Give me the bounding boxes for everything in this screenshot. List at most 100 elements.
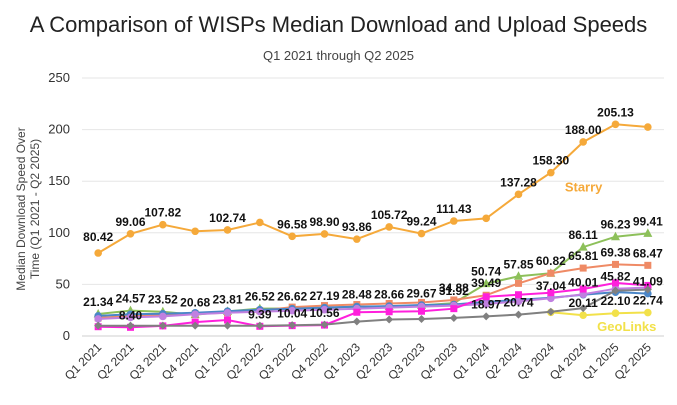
y-tick-label: 150 [48, 173, 70, 188]
data-label: 158.30 [532, 154, 569, 168]
data-point [514, 190, 523, 199]
data-point [191, 227, 199, 236]
data-point [514, 310, 523, 319]
data-point [418, 307, 425, 315]
data-label: 28.48 [342, 288, 372, 302]
data-point [644, 123, 652, 131]
data-point [644, 261, 652, 269]
data-label: 105.72 [371, 208, 408, 222]
data-label: 60.82 [536, 254, 566, 268]
data-point [579, 285, 587, 293]
data-label: 23.81 [212, 292, 242, 306]
data-point [417, 314, 426, 323]
data-point [224, 316, 231, 324]
data-label: 102.74 [209, 211, 246, 225]
data-label: 45.82 [600, 270, 630, 284]
data-point [126, 321, 135, 330]
data-point [547, 294, 555, 303]
y-tick-label: 0 [63, 328, 70, 343]
data-point [256, 307, 264, 316]
data-label: 40.01 [568, 276, 598, 290]
data-label: 107.82 [144, 206, 181, 220]
data-point [482, 300, 490, 308]
y-tick-label: 200 [48, 122, 70, 137]
data-point [578, 242, 588, 251]
data-point [255, 321, 264, 330]
data-point [385, 315, 394, 324]
data-label: 68.47 [633, 246, 663, 260]
data-label: 37.04 [536, 279, 566, 293]
data-label: 22.74 [633, 294, 663, 308]
data-point [288, 321, 297, 330]
data-point [611, 309, 620, 317]
data-point [482, 214, 490, 223]
data-point [612, 279, 619, 287]
data-label: 34.88 [439, 281, 469, 295]
data-point [643, 285, 652, 294]
data-point [320, 230, 329, 238]
data-label: 20.68 [180, 296, 210, 310]
data-point [288, 306, 296, 315]
data-label: 80.42 [83, 230, 113, 244]
data-label: 205.13 [597, 105, 634, 119]
data-point [644, 308, 652, 317]
data-point [547, 269, 555, 277]
data-point [94, 315, 102, 323]
data-label: 26.52 [245, 290, 275, 304]
data-point [611, 231, 620, 241]
data-label: 41.09 [633, 275, 663, 289]
y-tick-label: 250 [48, 70, 70, 85]
data-label: 20.11 [568, 296, 598, 310]
data-point [547, 289, 555, 297]
data-point [191, 321, 200, 330]
series-line [98, 281, 648, 329]
data-label: 31.92 [439, 284, 469, 298]
data-point [126, 229, 135, 238]
data-label: 23.52 [148, 293, 178, 307]
data-point [385, 223, 393, 231]
data-label: 29.67 [406, 286, 436, 300]
y-tick-label: 50 [56, 276, 70, 291]
data-label: 137.28 [500, 175, 537, 189]
data-point [611, 286, 620, 295]
data-point [547, 168, 555, 177]
data-point [643, 228, 653, 237]
data-label: 65.81 [568, 249, 598, 263]
chart-title: A Comparison of WISPs Median Download an… [29, 12, 648, 37]
data-point [385, 308, 393, 316]
data-point [515, 279, 522, 287]
data-label: 57.85 [503, 257, 533, 271]
data-point [644, 281, 652, 289]
data-label: 99.41 [633, 214, 663, 228]
data-label: 27.19 [309, 289, 339, 303]
chart-subtitle: Q1 2021 through Q2 2025 [262, 48, 415, 63]
data-point [450, 305, 458, 313]
data-label: 98.90 [309, 215, 339, 229]
data-label: 18.97 [471, 297, 501, 311]
data-label: 24.57 [115, 292, 145, 306]
data-point [126, 313, 135, 322]
data-point [352, 317, 361, 326]
data-point [94, 321, 103, 330]
data-label: 28.66 [374, 287, 404, 301]
series-line [550, 311, 648, 317]
data-point [223, 321, 232, 330]
data-point [353, 308, 361, 316]
data-point [482, 312, 491, 321]
series-line [98, 288, 648, 327]
data-point [514, 271, 523, 280]
data-label: 86.11 [568, 228, 598, 242]
data-point [514, 297, 523, 306]
series-label-starry: Starry [565, 180, 603, 195]
data-point [417, 229, 426, 238]
data-label: 8.40 [119, 308, 143, 322]
series-line [98, 286, 648, 320]
series-line [97, 123, 648, 254]
data-point [579, 138, 587, 146]
data-point [481, 278, 491, 288]
data-point [611, 120, 620, 129]
data-point [159, 220, 167, 229]
data-point [159, 312, 167, 321]
